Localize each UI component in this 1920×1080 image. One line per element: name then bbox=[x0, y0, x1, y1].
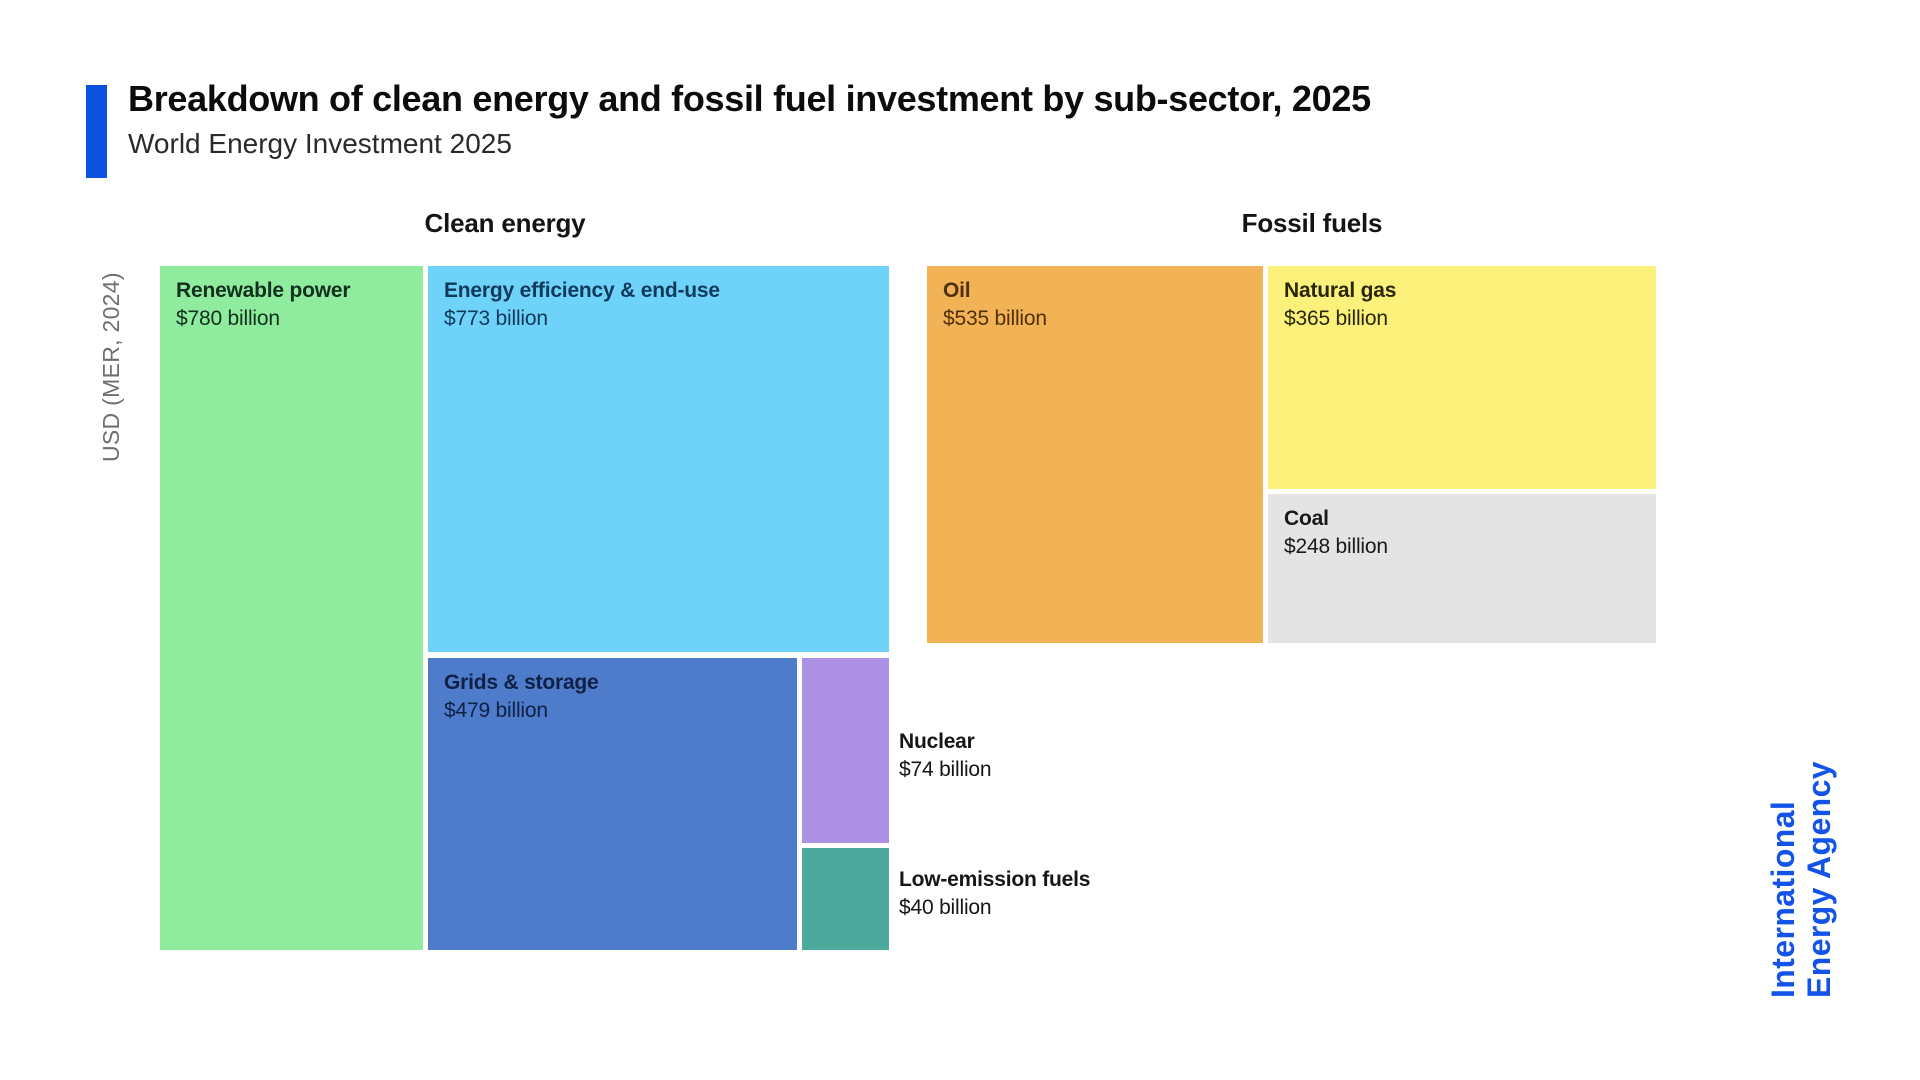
treemap-block-renewable-power[interactable]: Renewable power $780 billion bbox=[160, 266, 423, 950]
treemap-block-coal[interactable]: Coal $248 billion bbox=[1268, 494, 1656, 643]
treemap-label-value-coal: $248 billion bbox=[1284, 535, 1388, 559]
treemap-block-energy-efficiency-end-use[interactable]: Energy efficiency & end-use $773 billion bbox=[428, 266, 889, 652]
treemap-label-name-renewable-power: Renewable power bbox=[176, 279, 351, 302]
treemap-label-value-natural-gas: $365 billion bbox=[1284, 307, 1388, 331]
treemap-label-name-grids-storage: Grids & storage bbox=[444, 671, 599, 694]
treemap-label-name-low-emission-fuels: Low-emission fuels bbox=[899, 868, 1091, 891]
iea-logo-line1: International bbox=[1765, 800, 1801, 998]
treemap-block-nuclear[interactable] bbox=[802, 658, 889, 843]
treemap-label-value-nuclear: $74 billion bbox=[899, 758, 992, 782]
treemap-label-name-coal: Coal bbox=[1284, 507, 1329, 530]
treemap-label-nuclear: Nuclear $74 billion bbox=[899, 728, 992, 785]
treemap-block-grids-storage[interactable]: Grids & storage $479 billion bbox=[428, 658, 797, 950]
treemap-label-value-grids-storage: $479 billion bbox=[444, 699, 548, 723]
treemap-label-grids-storage: Grids & storage $479 billion bbox=[428, 658, 609, 726]
iea-logo-line2: Energy Agency bbox=[1800, 761, 1837, 998]
treemap-block-low-emission-fuels[interactable] bbox=[802, 848, 889, 950]
chart-subtitle: World Energy Investment 2025 bbox=[128, 128, 512, 159]
treemap-label-value-renewable-power: $780 billion bbox=[176, 307, 280, 331]
treemap-label-natural-gas: Natural gas $365 billion bbox=[1268, 266, 1406, 334]
group-label-fossil-fuels: Fossil fuels bbox=[1241, 208, 1383, 238]
chart-title: Breakdown of clean energy and fossil fue… bbox=[128, 78, 1371, 119]
treemap-label-value-energy-efficiency-end-use: $773 billion bbox=[444, 307, 548, 331]
iea-logo: International Energy Agency bbox=[1765, 740, 1842, 998]
treemap-block-natural-gas[interactable]: Natural gas $365 billion bbox=[1268, 266, 1656, 489]
treemap-label-name-nuclear: Nuclear bbox=[899, 730, 975, 753]
treemap-label-oil: Oil $535 billion bbox=[927, 266, 1057, 334]
treemap-label-energy-efficiency-end-use: Energy efficiency & end-use $773 billion bbox=[428, 266, 730, 334]
treemap-label-name-natural-gas: Natural gas bbox=[1284, 279, 1397, 302]
treemap-label-value-oil: $535 billion bbox=[943, 307, 1047, 331]
treemap-label-renewable-power: Renewable power $780 billion bbox=[160, 266, 360, 334]
title-accent-bar bbox=[86, 85, 107, 178]
group-label-clean-energy: Clean energy bbox=[424, 208, 586, 238]
treemap-label-coal: Coal $248 billion bbox=[1268, 494, 1398, 562]
treemap-block-oil[interactable]: Oil $535 billion bbox=[927, 266, 1263, 643]
treemap-label-name-oil: Oil bbox=[943, 279, 971, 302]
treemap-label-low-emission-fuels: Low-emission fuels $40 billion bbox=[899, 866, 1090, 923]
treemap-label-value-low-emission-fuels: $40 billion bbox=[899, 896, 992, 920]
treemap-label-name-energy-efficiency-end-use: Energy efficiency & end-use bbox=[444, 279, 720, 302]
